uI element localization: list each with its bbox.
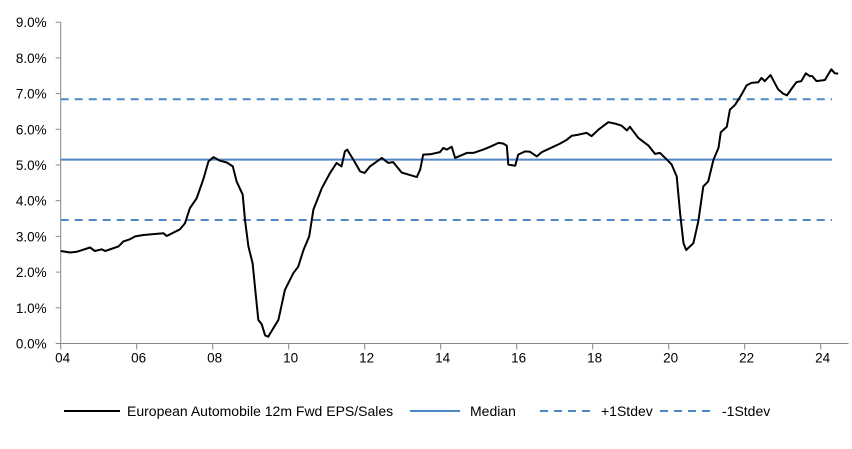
y-tick-label: 8.0%: [16, 51, 47, 66]
x-tick-label: 22: [739, 351, 754, 366]
series-lines: [60, 68, 839, 338]
legend: European Automobile 12m Fwd EPS/Sales Med…: [64, 403, 770, 419]
series-line-eps-sales: [60, 68, 839, 338]
x-tick-label: 24: [815, 351, 831, 366]
y-tick-label: 5.0%: [16, 158, 47, 173]
y-tick-label: 6.0%: [16, 122, 47, 137]
x-tick-label: 18: [587, 351, 602, 366]
x-tick-label: 16: [511, 351, 526, 366]
y-tick-label: 3.0%: [16, 229, 47, 244]
legend-label: Median: [470, 403, 516, 419]
axes: 0.0% 1.0% 2.0% 3.0% 4.0% 5.0% 6.0% 7.0% 8.0% 9.0%…: [16, 15, 849, 366]
legend-label: -1Stdev: [722, 403, 770, 419]
x-tick-label: 20: [663, 351, 678, 366]
x-tick-label: 08: [207, 351, 222, 366]
y-tick-label: 2.0%: [16, 265, 47, 280]
y-tick-label: 1.0%: [16, 301, 47, 316]
x-tick-label: 14: [435, 351, 451, 366]
x-tick-label: 12: [359, 351, 374, 366]
legend-label: +1Stdev: [601, 403, 653, 419]
y-tick-label: 0.0%: [16, 337, 47, 352]
x-tick-label: 10: [283, 351, 298, 366]
y-tick-label: 7.0%: [16, 87, 47, 102]
legend-label: European Automobile 12m Fwd EPS/Sales: [127, 403, 393, 419]
x-tick-label: 04: [55, 351, 71, 366]
reference-lines: [60, 98, 832, 221]
y-tick-label: 9.0%: [16, 15, 47, 30]
x-tick-label: 06: [131, 351, 146, 366]
y-tick-label: 4.0%: [16, 194, 47, 209]
